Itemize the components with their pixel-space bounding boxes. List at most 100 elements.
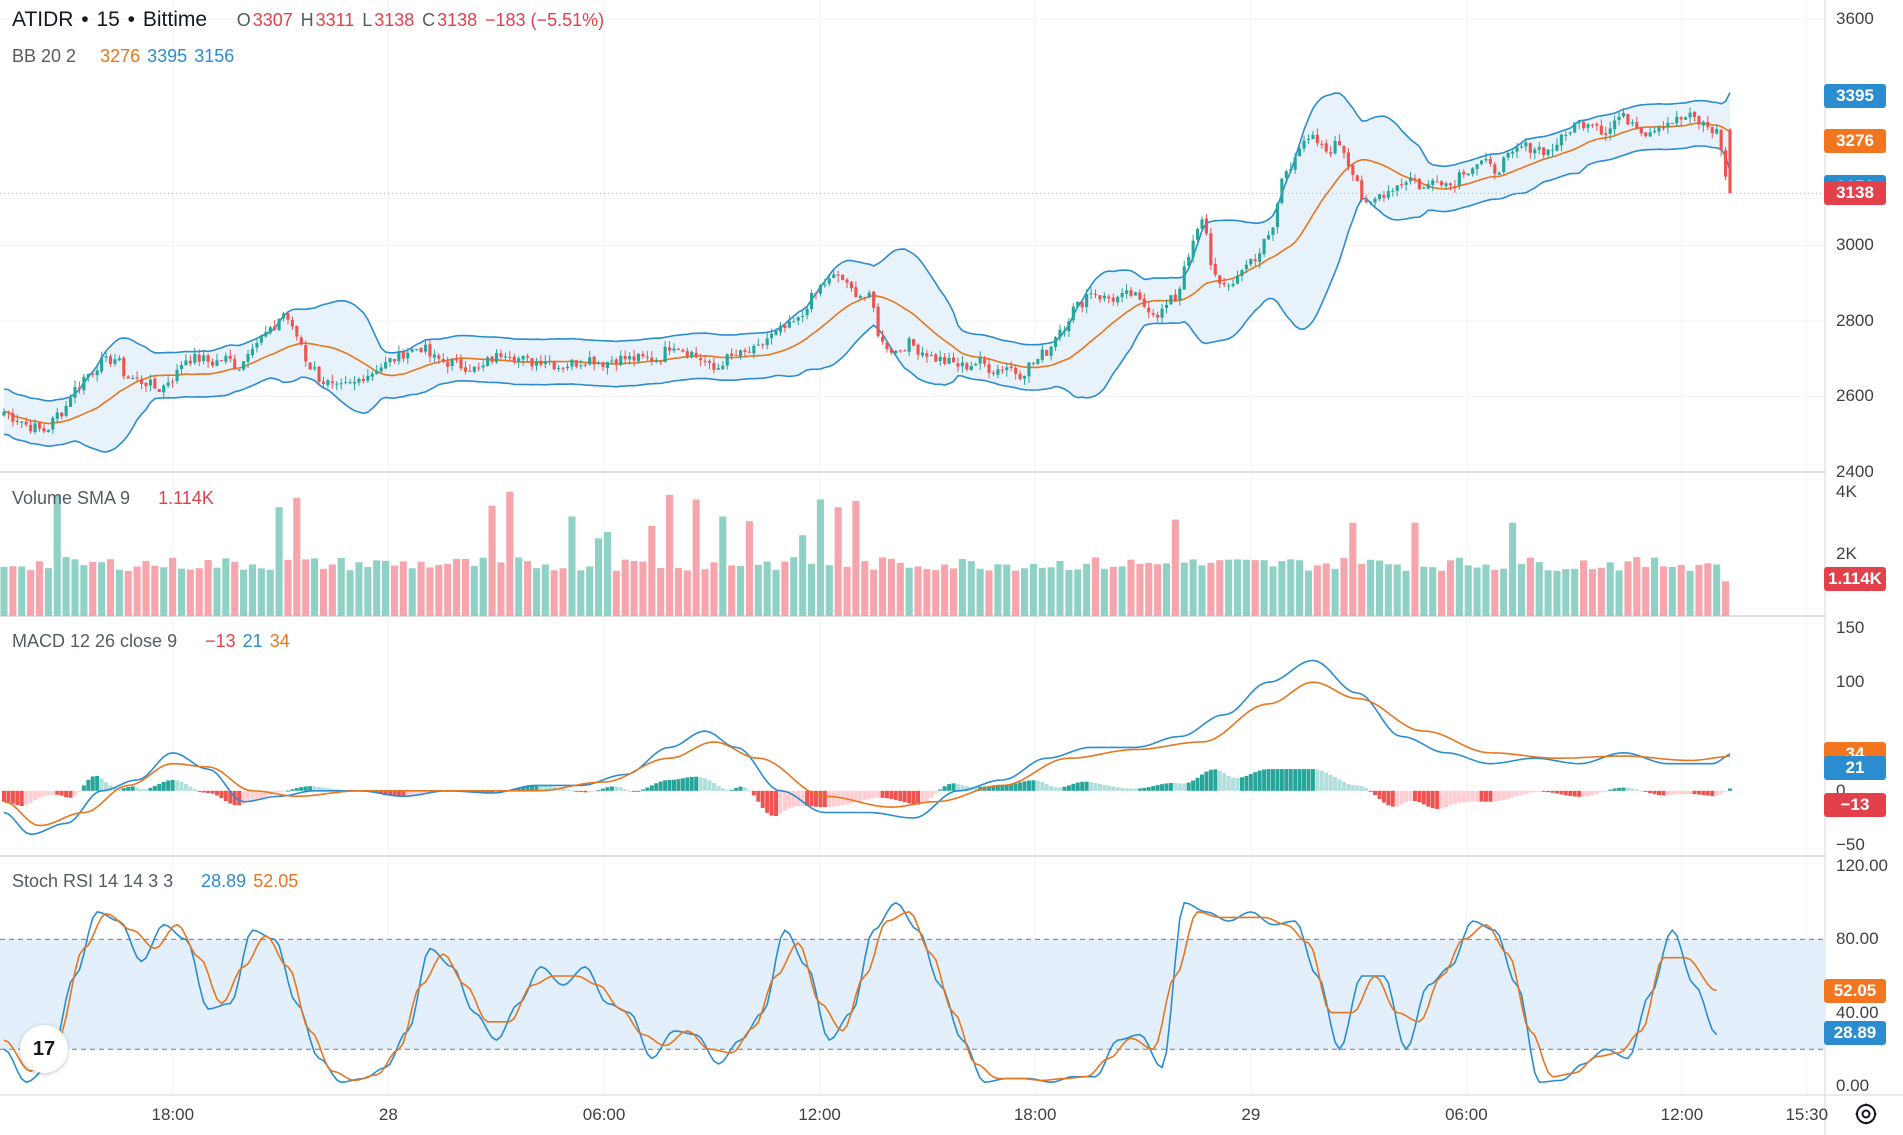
open-value: 3307 (252, 10, 293, 30)
candle-body (388, 357, 392, 363)
candle (991, 370, 996, 377)
macd-histogram-bar (1395, 790, 1400, 807)
tradingview-logo[interactable]: 17 (20, 1025, 68, 1073)
candle (672, 343, 676, 353)
candle (1546, 149, 1550, 159)
macd-histogram-bar (1333, 777, 1338, 791)
candle-body (184, 360, 188, 366)
macd-histogram-bar (893, 790, 898, 800)
macd-histogram-bar (1652, 790, 1657, 795)
candle (512, 353, 516, 365)
candle (375, 364, 379, 375)
candle (712, 357, 716, 374)
candle-body (499, 353, 503, 357)
stoch-k-line (3, 901, 1718, 1084)
candle (894, 349, 898, 357)
candle-body (494, 353, 499, 363)
candle-body (597, 362, 601, 364)
candle-body (1422, 187, 1426, 189)
volume-bar (186, 569, 194, 616)
macd-histogram-bar (782, 790, 787, 811)
volume-bar (816, 499, 824, 616)
candle (1342, 144, 1346, 159)
macd-histogram-bar (991, 785, 996, 791)
candle (437, 352, 441, 364)
macd-histogram-bar (1262, 769, 1267, 791)
candle-body (1022, 375, 1027, 379)
macd-histogram-bar (951, 783, 956, 791)
candle-body (663, 346, 667, 363)
time-tick-label: 15:30 (1785, 1105, 1829, 1124)
candle-body (1045, 350, 1049, 356)
candle-body (1710, 126, 1714, 134)
candle-body (654, 360, 658, 363)
candle-body (1298, 148, 1302, 157)
macd-legend[interactable]: MACD 12 26 close 9 −13 21 34 (12, 630, 292, 652)
macd-histogram-bar (1634, 789, 1639, 791)
candle (450, 357, 454, 371)
volume-legend[interactable]: Volume SMA 9 1.114K (12, 487, 216, 509)
candle (756, 338, 760, 346)
candle-body (1258, 253, 1262, 262)
candle-body (100, 357, 104, 372)
candle (1373, 196, 1377, 208)
price-badge: 3395 (1824, 84, 1886, 109)
candle-body (628, 356, 632, 360)
macd-histogram-bar (1324, 772, 1329, 791)
candle (55, 407, 59, 424)
candle-body (273, 326, 277, 330)
candle-body (242, 361, 246, 370)
candle-body (455, 359, 459, 361)
macd-histogram-bar (1515, 790, 1520, 797)
candle-body (903, 350, 907, 352)
candle (1413, 174, 1417, 184)
volume-bar (683, 570, 691, 616)
candle (552, 360, 556, 371)
candle-body (991, 372, 996, 374)
macd-histogram-bar (175, 780, 180, 791)
candle-body (468, 370, 472, 372)
candle-body (122, 357, 126, 377)
macd-histogram-bar (1266, 769, 1271, 791)
candle (326, 378, 330, 388)
macd-histogram-bar (920, 790, 925, 804)
candle-body (623, 355, 627, 360)
candle (1125, 284, 1129, 299)
candle-body (823, 284, 827, 286)
candle (11, 408, 15, 427)
macd-histogram-bar (1195, 777, 1200, 791)
candle-body (24, 421, 28, 425)
candle-body (614, 359, 618, 365)
volume-bar (390, 565, 399, 616)
volume-bar (710, 562, 718, 616)
candle (1293, 152, 1297, 174)
macd-histogram-bar (1302, 769, 1307, 791)
bb-legend[interactable]: BB 20 2 3276 3395 3156 (12, 45, 236, 67)
candle-body (113, 359, 117, 364)
candle-body (1697, 115, 1701, 125)
macd-histogram-bar (751, 790, 756, 796)
candle (1005, 362, 1009, 377)
candle-body (752, 345, 756, 354)
candle-body (1555, 144, 1559, 151)
candle-body (210, 361, 215, 366)
macd-histogram-bar (516, 788, 521, 791)
macd-histogram-bar (1421, 790, 1426, 805)
candle-body (765, 338, 769, 346)
candle-body (148, 379, 152, 386)
macd-histogram-bar (281, 790, 286, 792)
settings-icon[interactable] (1852, 1100, 1880, 1128)
candle-body (1484, 159, 1488, 161)
candle-body (1626, 113, 1630, 125)
candle-body (1519, 146, 1524, 148)
stoch-legend[interactable]: Stoch RSI 14 14 3 3 28.89 52.05 (12, 870, 300, 892)
candle (650, 351, 654, 366)
macd-histogram-bar (148, 787, 153, 791)
bb-lower-value: 3156 (194, 46, 235, 66)
macd-histogram-bar (237, 790, 242, 806)
candle-body (1466, 173, 1470, 176)
candle-body (250, 348, 255, 356)
volume-bar (905, 567, 913, 616)
